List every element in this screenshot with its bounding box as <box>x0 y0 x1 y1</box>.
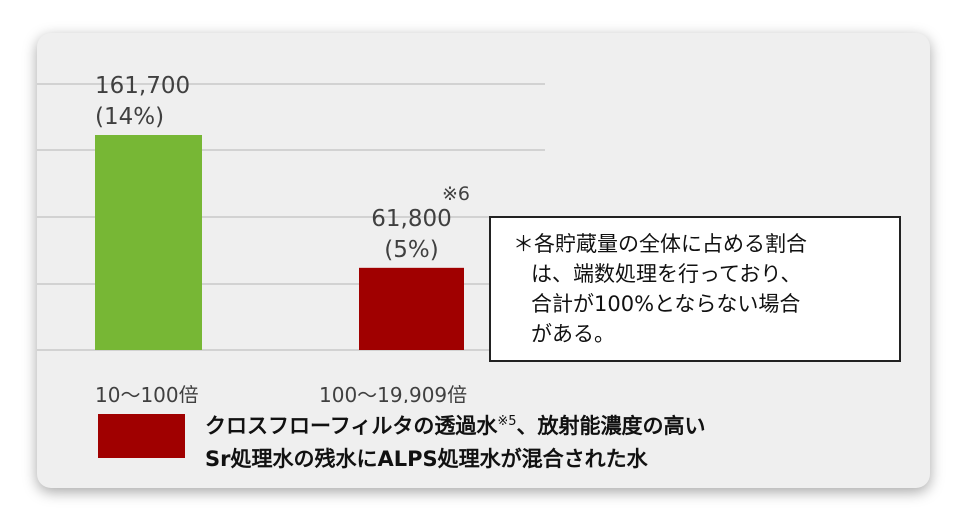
legend-footnote-mark: ※5 <box>497 414 517 429</box>
legend-label: クロスフローフィルタの透過水※5、放射能濃度の高い Sr処理水の残水にALPS処… <box>205 405 905 476</box>
bar <box>95 135 202 350</box>
bar <box>359 267 464 350</box>
legend-text-part: 、放射能濃度の高い <box>516 414 706 438</box>
legend-swatch <box>98 414 185 458</box>
legend-text-part: クロスフローフィルタの透過水 <box>205 414 498 438</box>
footnote-box: ＊各貯蔵量の全体に占める割合 は、端数処理を行っており、 合計が100%とならな… <box>489 216 901 362</box>
note-line: がある。 <box>531 322 615 346</box>
legend-text-line: Sr処理水の残水にALPS処理水が混合された水 <box>205 447 648 471</box>
percent-label: (5%) <box>384 237 438 263</box>
note-line: 合計が100%とならない場合 <box>531 292 801 316</box>
bar-chart: 161,700 (14%) 10～100倍 61,800 (5%) 100～19,909倍… <box>37 73 545 403</box>
chart-card: 161,700 (14%) 10～100倍 61,800 (5%) 100～19,909倍… <box>37 33 930 488</box>
note-line: は、端数処理を行っており、 <box>531 262 802 286</box>
data-labels: 161,700 (14%) 10～100倍 61,800 (5%) 100～19,909倍… <box>95 73 470 403</box>
bars <box>95 135 464 350</box>
note-line: ＊各貯蔵量の全体に占める割合 <box>513 232 807 256</box>
category-label: 100～19,909倍 <box>319 383 467 403</box>
footnote-mark: ※6 <box>442 183 470 205</box>
data-label: 161,700 <box>95 73 190 99</box>
category-label: 10～100倍 <box>95 383 199 403</box>
data-label: 61,800 <box>371 206 451 232</box>
percent-label: (14%) <box>95 104 164 130</box>
